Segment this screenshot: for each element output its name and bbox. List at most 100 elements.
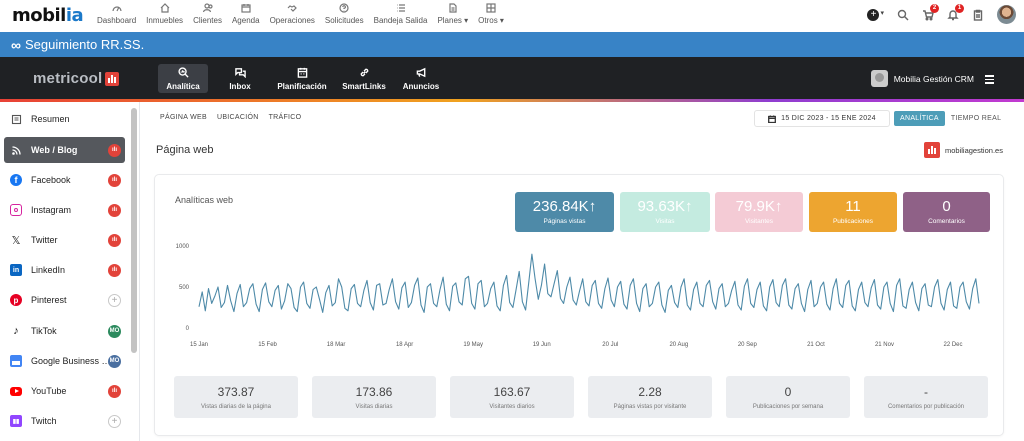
document-icon (449, 3, 457, 13)
date-range-picker[interactable]: 15 DIC 2023 - 15 ENE 2024 (754, 110, 890, 127)
sidebar-item-twitter[interactable]: 𝕏 Twitter ılı (4, 227, 125, 253)
hamburger-menu-icon[interactable] (985, 75, 994, 86)
tab-analitica[interactable]: Analítica (158, 64, 208, 93)
tiktok-icon: ♪ (13, 325, 19, 337)
sidebar-item-facebook[interactable]: f Facebook ılı (4, 167, 125, 193)
metricool-logo[interactable]: metricool (33, 70, 120, 87)
nav-item-otros[interactable]: Otros ▾ (473, 3, 509, 25)
users-icon (202, 3, 213, 13)
tab-anuncios[interactable]: Anuncios (396, 64, 446, 93)
notifications-count-badge: 1 (955, 3, 964, 13)
bell-icon (947, 9, 959, 20)
sidebar-item-youtube[interactable]: YouTube ılı (4, 378, 125, 404)
sidebar-item-resumen[interactable]: Resumen (4, 106, 125, 132)
grid-icon (486, 3, 496, 13)
metricool-connected-icon: ılı (108, 233, 121, 247)
page-views-line-chart[interactable]: 0 500 1000 15 Jan 15 Feb 18 Mar 18 Apr 19 May 19… (169, 238, 999, 350)
metricool-connected-icon: ılı (108, 203, 121, 217)
nav-item-agenda[interactable]: Agenda (227, 3, 265, 25)
x-tick-label: 21 Oct (807, 342, 825, 348)
sidebar-item-linkedin[interactable]: in LinkedIn ılı (4, 257, 125, 283)
metricool-connected-icon: ılı (108, 384, 121, 398)
sidebar-scrollbar[interactable] (131, 108, 137, 353)
nav-item-clientes[interactable]: Clientes (188, 3, 227, 25)
add-network-icon[interactable]: + (108, 293, 121, 307)
brand-avatar (870, 70, 888, 87)
x-tick-label: 19 May (463, 342, 483, 348)
site-link[interactable]: mobiliagestion.es (924, 142, 1003, 158)
sidebar-item-google-business[interactable]: Google Business Profile MO (4, 348, 125, 374)
x-tick-label: 15 Jan (190, 342, 208, 348)
toggle-analitica[interactable]: ANALÍTICA (894, 111, 945, 126)
sidebar-item-web-blog[interactable]: Web / Blog ılı (4, 137, 125, 163)
kpi-visitantes[interactable]: 79.9K↑ Visitantes (715, 192, 803, 232)
trend-up-icon: ↑ (588, 198, 597, 215)
nav-item-operaciones[interactable]: Operaciones (265, 3, 320, 25)
metricool-header: metricool Analítica Inbox Planificación … (0, 57, 1024, 99)
nav-item-solicitudes[interactable]: Solicitudes (320, 3, 369, 25)
chat-icon (234, 67, 246, 78)
calendar-icon (297, 67, 307, 78)
series-line-page-views (198, 253, 980, 313)
megaphone-icon (416, 67, 425, 77)
sidebar-item-tiktok[interactable]: ♪ TikTok MO (4, 318, 125, 344)
sidebar-item-twitch[interactable]: ▮▮ Twitch + (4, 408, 125, 434)
twitch-icon: ▮▮ (10, 415, 22, 427)
sidebar-item-instagram[interactable]: Instagram ılı (4, 197, 125, 223)
metricool-connected-icon: ılı (108, 143, 121, 157)
stat-publicaciones-semana: 0 Publicaciones por semana (726, 376, 850, 418)
trend-up-icon: ↑ (774, 198, 783, 215)
summary-icon (10, 113, 22, 125)
x-tick-label: 21 Nov (875, 342, 894, 348)
web-analytics-card: Analíticas web 236.84K↑ Páginas vistas 9… (154, 174, 1004, 436)
tab-ubicacion[interactable]: UBICACIÓN (216, 114, 259, 121)
kpi-comentarios[interactable]: 0 Comentarios (903, 192, 990, 232)
tab-pagina-web[interactable]: PÁGINA WEB (160, 114, 207, 121)
clipboard-icon (973, 9, 983, 21)
web-subtabs: PÁGINA WEB UBICACIÓN TRÁFICO (160, 114, 301, 121)
card-title: Analíticas web (175, 195, 234, 205)
add-menu-button[interactable]: + ▾ (867, 8, 884, 21)
network-account-badge: MO (108, 324, 121, 338)
notifications-button[interactable]: 1 (947, 3, 964, 21)
x-tick-label: 22 Dec (943, 342, 962, 348)
nav-item-planes[interactable]: Planes ▾ (432, 3, 473, 25)
kpi-publicaciones[interactable]: 11 Publicaciones (809, 192, 897, 232)
x-tick-label: 20 Aug (669, 342, 688, 348)
x-tick-label: 19 Jun (533, 342, 551, 348)
cart-button[interactable]: 2 (922, 3, 939, 21)
clipboard-button[interactable] (972, 9, 984, 21)
kpi-paginas-vistas[interactable]: 236.84K↑ Páginas vistas (515, 192, 614, 232)
x-icon: 𝕏 (11, 234, 21, 247)
gauge-icon (111, 6, 122, 12)
stat-comentarios-publicacion: - Comentarios por publicación (864, 376, 988, 418)
kpi-visitas[interactable]: 93.63K↑ Visitas (620, 192, 710, 232)
y-tick-label: 500 (179, 285, 190, 291)
tab-smartlinks[interactable]: SmartLinks (339, 64, 389, 93)
search-chart-icon (177, 66, 189, 78)
website-icon (924, 142, 940, 158)
cart-icon (923, 9, 934, 20)
nav-item-inmuebles[interactable]: Inmuebles (141, 3, 188, 25)
nav-item-bandeja-salida[interactable]: Bandeja Salida (369, 3, 433, 25)
user-avatar[interactable] (997, 5, 1016, 24)
stat-visitas-diarias: 173.86 Visitas diarias (312, 376, 436, 418)
search-button[interactable] (897, 9, 909, 21)
brand-selector[interactable]: Mobilia Gestión CRM (870, 70, 974, 87)
pinterest-icon: p (10, 294, 22, 306)
x-tick-label: 15 Feb (258, 342, 277, 348)
sidebar-item-pinterest[interactable]: p Pinterest + (4, 287, 125, 313)
metricool-connected-icon: ılı (108, 263, 121, 277)
question-icon (339, 3, 349, 13)
y-tick-label: 1000 (176, 244, 190, 250)
section-banner: ∞ Seguimiento RR.SS. (0, 32, 1024, 57)
tab-planificacion[interactable]: Planificación (272, 64, 332, 93)
toggle-tiempo-real[interactable]: TIEMPO REAL (950, 115, 1002, 122)
tab-trafico[interactable]: TRÁFICO (268, 114, 302, 121)
calendar-icon (241, 4, 251, 13)
add-network-icon[interactable]: + (108, 414, 121, 428)
nav-item-dashboard[interactable]: Dashboard (92, 3, 141, 25)
tab-inbox[interactable]: Inbox (215, 64, 265, 93)
mobilia-logo[interactable]: mobilia (12, 5, 84, 26)
link-icon (360, 68, 368, 76)
